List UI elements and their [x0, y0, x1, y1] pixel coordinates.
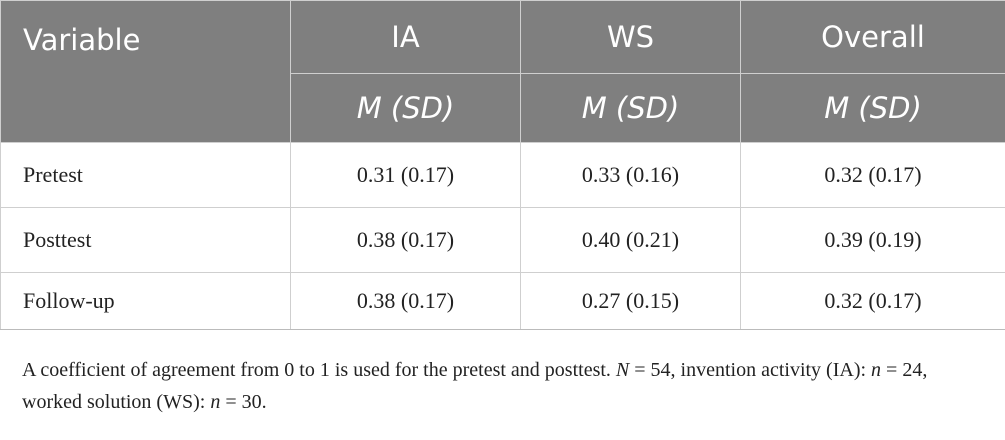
- table-row: Follow-up 0.38 (0.17) 0.27 (0.15) 0.32 (0.1…: [0, 272, 1005, 330]
- table-cell: 0.32 (0.17): [740, 272, 1005, 330]
- table-header: Variable IA WS Overall M (SD) M (SD) M (SD): [0, 0, 1005, 143]
- table-cell: 0.38 (0.17): [290, 207, 521, 273]
- subheader-row: M (SD) M (SD) M (SD): [1, 73, 1005, 143]
- subheader-cell: M (SD): [520, 73, 741, 143]
- header-cell: Overall: [740, 0, 1005, 74]
- footnote: A coefficient of agreement from 0 to 1 i…: [22, 354, 982, 418]
- footnote-text: n: [871, 359, 882, 381]
- table-row: Pretest 0.31 (0.17) 0.33 (0.16) 0.32 (0.17): [0, 142, 1005, 208]
- table-body: Pretest 0.31 (0.17) 0.33 (0.16) 0.32 (0.17)…: [0, 142, 1005, 330]
- subheader-cell: M (SD): [290, 73, 521, 143]
- header-cell: WS: [520, 0, 741, 74]
- footnote-text: n: [210, 391, 221, 413]
- header-row: Variable IA WS Overall: [0, 0, 1005, 143]
- table-cell: 0.31 (0.17): [290, 142, 521, 208]
- table-cell: 0.38 (0.17): [290, 272, 521, 330]
- table-cell: 0.32 (0.17): [740, 142, 1005, 208]
- table-cell: 0.39 (0.19): [740, 207, 1005, 273]
- row-label: Follow-up: [0, 272, 291, 330]
- header-cell: Variable: [0, 0, 291, 143]
- table-row: Posttest 0.38 (0.17) 0.40 (0.21) 0.39 (0.19…: [0, 207, 1005, 273]
- footnote-text: = 54, invention activity (IA):: [629, 359, 872, 381]
- footnote-text: = 30.: [220, 391, 267, 413]
- table-cell: 0.33 (0.16): [520, 142, 741, 208]
- footnote-text: = 24, worked solution (WS):: [22, 359, 928, 413]
- footnote-text: A coefficient of agreement from 0 to 1 i…: [22, 359, 616, 381]
- header-cell: IA: [290, 0, 521, 74]
- data-table: Variable IA WS Overall M (SD) M (SD) M (SD) …: [0, 0, 1005, 330]
- subheader-cell: M (SD): [740, 73, 1005, 143]
- footnote-text: N: [615, 359, 630, 381]
- row-label: Pretest: [0, 142, 291, 208]
- row-label: Posttest: [0, 207, 291, 273]
- table-cell: 0.27 (0.15): [520, 272, 741, 330]
- table-cell: 0.40 (0.21): [520, 207, 741, 273]
